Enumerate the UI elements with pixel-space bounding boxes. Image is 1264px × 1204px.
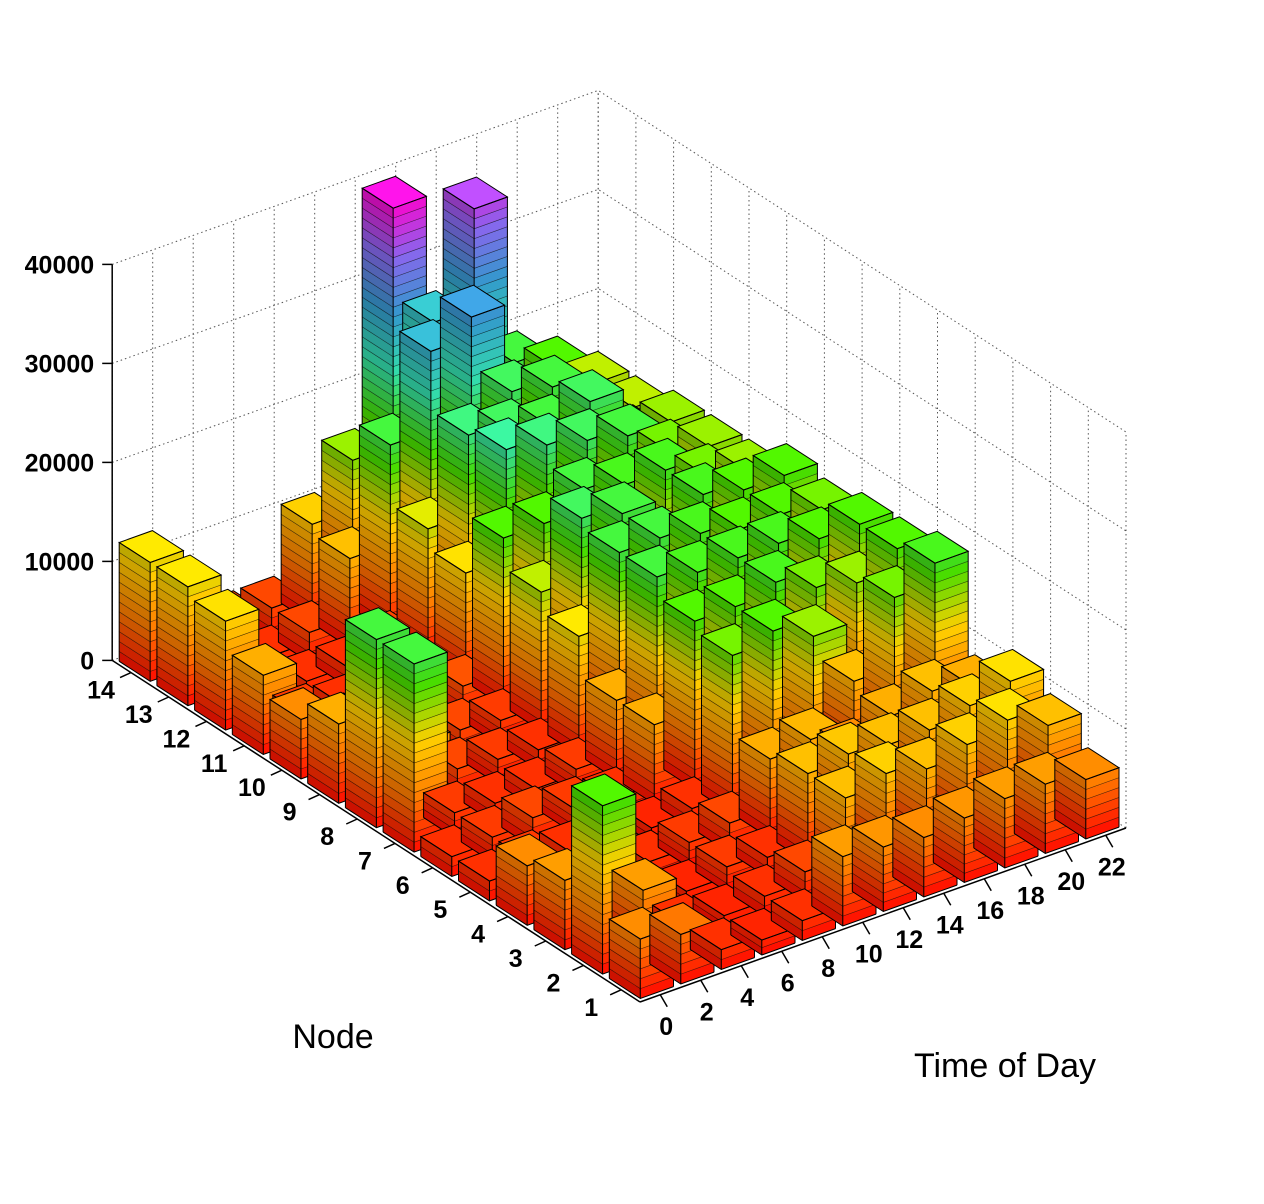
x-tick-mark — [1105, 834, 1114, 848]
y-tick-mark — [534, 940, 547, 947]
y-tick-label: 11 — [201, 750, 228, 778]
y-tick-label: 13 — [125, 701, 153, 729]
grid-line — [112, 89, 1127, 433]
z-tick-label: 20000 — [25, 449, 95, 477]
x-tick-label: 10 — [855, 940, 883, 968]
x-tick-label: 14 — [936, 911, 964, 939]
x-tick-label: 4 — [740, 984, 754, 1012]
y-tick-mark — [308, 793, 320, 801]
x-tick-mark — [943, 892, 952, 906]
grid-line — [112, 188, 1127, 532]
x-tick-label: 16 — [976, 897, 1004, 925]
x-tick-label: 12 — [895, 926, 923, 954]
y-tick-label: 2 — [546, 969, 560, 997]
x-tick-mark — [740, 965, 749, 979]
bar — [851, 814, 918, 913]
y-axis-title: Node — [292, 1018, 373, 1056]
y-tick-label: 12 — [163, 725, 191, 753]
y-tick-mark — [572, 964, 584, 972]
x-tick-mark — [1024, 863, 1033, 877]
x-tick-label: 2 — [700, 998, 714, 1026]
y-tick-label: 8 — [320, 823, 334, 851]
y-tick-mark — [459, 891, 471, 898]
y-tick-mark — [119, 671, 132, 679]
y-tick-mark — [421, 867, 433, 874]
y-tick-label: 9 — [283, 799, 297, 827]
x-tick-mark — [862, 921, 871, 935]
x-axis-title: Time of Day — [914, 1047, 1096, 1085]
y-axis-line — [111, 659, 641, 1003]
y-tick-mark — [157, 696, 170, 703]
y-tick-label: 3 — [509, 945, 523, 973]
y-tick-label: 4 — [471, 921, 485, 949]
x-tick-label: 6 — [781, 969, 795, 997]
y-tick-mark — [232, 745, 245, 752]
y-tick-label: 1 — [584, 994, 598, 1022]
x-tick-label: 20 — [1057, 868, 1085, 896]
x-axis-line — [639, 827, 1127, 1003]
x-tick-mark — [983, 878, 992, 892]
bars-layer — [118, 175, 1121, 1000]
bar — [689, 917, 756, 971]
y-tick-label: 6 — [396, 872, 410, 900]
y-tick-label: 5 — [433, 896, 447, 924]
bar — [729, 907, 797, 956]
x-tick-mark — [781, 950, 790, 964]
y-tick-mark — [195, 720, 207, 728]
y-tick-label: 14 — [87, 677, 115, 705]
x-tick-mark — [659, 994, 668, 1008]
x-tick-label: 0 — [659, 1013, 673, 1041]
y-tick-label: 7 — [358, 847, 372, 875]
z-tick-label: 30000 — [25, 350, 95, 378]
z-tick-label: 0 — [80, 647, 94, 675]
bar — [1053, 747, 1121, 840]
grid-layer — [111, 89, 1127, 829]
y-tick-label: 10 — [238, 774, 266, 802]
z-tick-label: 40000 — [25, 251, 95, 279]
axis-layer: 0100002000030000400000246810121416182022… — [25, 251, 1127, 1041]
z-tick-label: 10000 — [25, 548, 95, 576]
y-tick-mark — [609, 989, 622, 996]
grid-line — [112, 287, 1127, 631]
grid-line — [112, 386, 1127, 730]
y-tick-mark — [270, 769, 283, 776]
x-tick-label: 8 — [821, 955, 835, 983]
x-tick-mark — [1064, 849, 1073, 863]
y-tick-mark — [496, 915, 509, 923]
y-tick-mark — [383, 842, 396, 850]
x-tick-mark — [821, 936, 830, 950]
y-tick-mark — [345, 818, 358, 825]
x-tick-label: 22 — [1098, 853, 1126, 881]
x-tick-mark — [902, 907, 911, 921]
x-tick-mark — [700, 979, 709, 993]
x-tick-label: 18 — [1017, 882, 1045, 910]
